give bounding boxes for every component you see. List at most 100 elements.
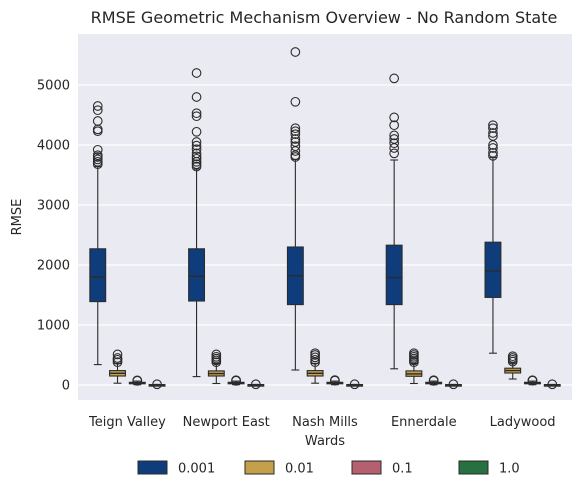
box-0.001-3 [385,73,403,370]
outlier-point [191,153,202,164]
legend-item-1.0[interactable]: 1.0 [458,460,520,477]
outlier-point [330,375,340,385]
legend-item-0.001[interactable]: 0.001 [137,460,215,477]
outlier-point [92,116,103,126]
box-0.001-0 [89,101,107,366]
box-0.1-4 [524,375,541,386]
outlier-point [211,349,222,360]
box-0.001-1 [188,68,206,378]
legend-item-0.1[interactable]: 0.1 [351,460,413,477]
outlier-point [527,375,538,386]
legend-swatch [458,460,489,475]
legend-label: 0.1 [392,462,413,477]
outlier-point [92,150,103,161]
box-plots [89,47,561,390]
box-0.01-1 [207,349,225,385]
outlier-point [191,126,202,137]
legend-label: 0.001 [178,462,215,477]
y-axis-label: RMSE [10,199,25,236]
outlier-point [389,120,400,131]
chart-title: RMSE Geometric Mechanism Overview - No R… [91,8,558,27]
legend[interactable]: 0.001 0.01 0.1 1.0 [137,460,520,477]
outlier-point [310,352,320,363]
outlier-point [290,126,301,137]
legend-swatch [137,460,168,475]
y-axis-ticks: 0 1000 2000 3000 4000 5000 [37,79,70,394]
outlier-point [290,47,301,57]
outlier-point [191,140,202,151]
outlier-point [132,375,143,386]
outlier-point [92,156,103,167]
x-axis-ticks: Teign Valley Newport East Nash Mills Ennerd… [88,415,556,430]
outlier-point [290,134,301,144]
outlier-point [112,349,123,360]
outlier-point [488,143,498,153]
outlier-point [389,138,400,149]
box-1.0-1 [247,379,265,390]
y-tick-label: 2000 [37,259,70,274]
outlier-point [152,379,162,390]
outlier-point [92,105,103,116]
x-tick-label: Ladywood [490,415,556,430]
outlier-point [211,351,222,362]
outlier-point [191,161,202,172]
legend-label: 0.01 [285,462,314,477]
outlier-point [191,68,202,78]
outlier-point [488,120,498,131]
outlier-point [290,96,301,107]
y-tick-label: 4000 [37,139,70,154]
outlier-point [112,357,123,368]
box-1.0-4 [543,379,561,390]
outlier-point [310,354,320,365]
box-0.001-2 [286,47,304,371]
outlier-point [389,130,400,141]
legend-item-0.01[interactable]: 0.01 [244,460,314,477]
outlier-point [389,73,400,84]
outlier-point [191,151,202,162]
box-0.01-3 [405,348,423,385]
outlier-point [191,108,202,119]
outlier-point [488,150,498,161]
gridlines [78,84,572,386]
outlier-point [547,379,558,390]
outlier-point [92,154,103,165]
outlier-point [191,92,202,102]
box-0.01-4 [504,351,522,380]
box-iqr [385,244,403,306]
outlier-point [488,123,498,134]
outlier-point [191,137,202,147]
outlier-point [191,111,202,122]
outlier-point [92,144,103,155]
box-iqr [484,241,502,298]
box-1.0-2 [346,379,364,390]
outlier-point [310,348,320,359]
outlier-point [428,375,439,386]
outlier-point [389,134,400,144]
outlier-point [290,129,301,140]
outlier-point [448,379,459,390]
box-1.0-0 [148,379,166,390]
legend-swatch [351,460,382,475]
outlier-point [389,112,400,123]
outlier-point [409,348,419,359]
y-tick-label: 1000 [37,319,70,334]
x-tick-label: Ennerdale [391,415,457,430]
legend-swatch [244,460,275,475]
y-tick-label: 5000 [37,79,70,94]
box-0.01-2 [306,348,324,384]
y-tick-label: 3000 [37,199,70,214]
outlier-point [290,141,301,152]
box-0.1-3 [425,375,443,386]
outlier-point [290,137,301,147]
outlier-point [389,148,400,159]
x-tick-label: Nash Mills [292,415,358,430]
outlier-point [290,123,301,134]
plot-area [78,34,572,400]
outlier-point [92,101,103,111]
outlier-point [488,128,498,138]
box-0.1-0 [128,375,146,386]
outlier-point [191,148,202,159]
outlier-point [191,144,202,155]
outlier-point [250,379,261,390]
